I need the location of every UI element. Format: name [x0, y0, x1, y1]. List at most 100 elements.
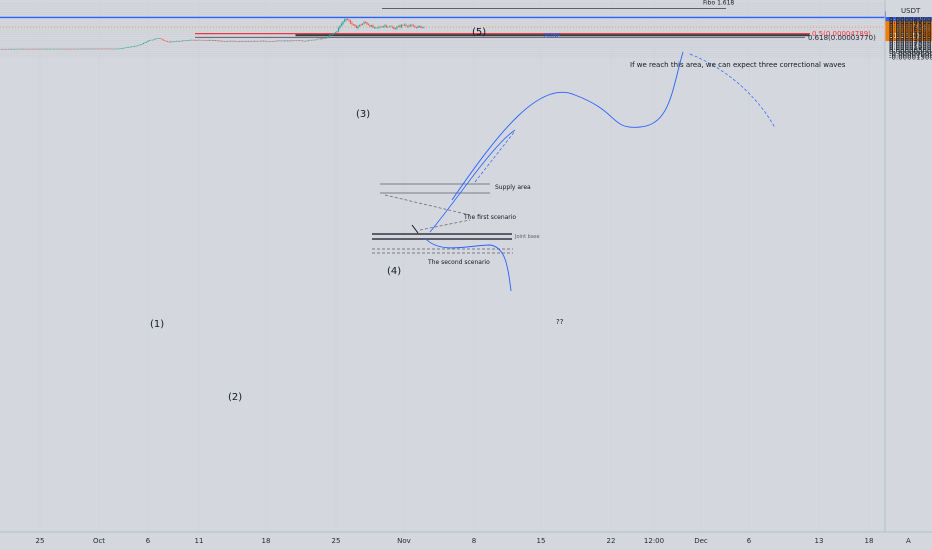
candle-body — [193, 39, 196, 41]
candle-body — [64, 48, 67, 50]
x-tick-label: 12:00 — [644, 537, 664, 545]
candle-body — [219, 40, 221, 42]
candle-body — [406, 25, 409, 27]
candle-body — [391, 27, 394, 28]
candle-body — [267, 41, 269, 42]
candle-body — [114, 48, 116, 50]
candle-body — [7, 48, 10, 50]
candle-body — [322, 37, 325, 39]
y-tick-label: 0.00001000 — [889, 44, 931, 52]
candle-body — [156, 38, 158, 40]
candle-body — [42, 48, 44, 50]
candle-body — [153, 39, 155, 40]
candle-body — [216, 40, 218, 42]
candle-body — [63, 48, 65, 50]
candle-body — [37, 48, 40, 50]
resistance-price-label: 0.00009120 — [889, 14, 931, 22]
demand-zone[interactable] — [295, 34, 810, 37]
candle-body — [192, 39, 194, 41]
candle-body — [340, 23, 343, 26]
candle-body — [126, 47, 128, 48]
candle-body — [154, 38, 157, 40]
candle-body — [270, 41, 272, 42]
second-scenario-label: The second scenario — [427, 259, 490, 266]
breakout-arrow[interactable] — [411, 224, 419, 234]
candle-body — [376, 27, 379, 29]
y-tick-label: 0.00004000 — [889, 33, 931, 41]
candle-body — [343, 19, 346, 22]
triangle-upper[interactable] — [384, 194, 471, 216]
candle-body — [19, 48, 22, 50]
candle-body — [76, 48, 79, 50]
candle-body — [39, 48, 41, 50]
candle-body — [93, 48, 95, 50]
candle-body — [349, 20, 352, 24]
second-scenario-path[interactable] — [424, 237, 512, 292]
candle-body — [381, 27, 383, 28]
y-tick-label: 0.00005000 — [889, 29, 931, 37]
candle-body — [3, 48, 5, 50]
candle-body — [150, 39, 152, 41]
y-tick-label: 0.00006000 — [889, 26, 931, 34]
candle-body — [75, 48, 77, 50]
candle-body — [70, 48, 73, 50]
candle-body — [358, 24, 361, 27]
candle-body — [339, 25, 341, 28]
y-tick-label: 0.00001500 — [889, 42, 931, 50]
candle-body — [210, 40, 212, 41]
auto-scale-button[interactable]: A — [906, 537, 911, 545]
supply-area-label: Supply area — [495, 184, 531, 191]
candle-body — [36, 48, 38, 50]
triangle-lower[interactable] — [419, 219, 471, 231]
y-tick-label: 0.00009000 — [889, 14, 931, 22]
x-tick-label: 25 — [36, 537, 45, 545]
y-tick-label: 0.00003500 — [889, 35, 931, 43]
candle-body — [204, 40, 206, 41]
candle-body — [379, 26, 382, 28]
candle-body — [304, 40, 307, 42]
x-tick-label: 8 — [472, 537, 476, 545]
candle-body — [403, 24, 406, 26]
candle-body — [124, 47, 127, 49]
bar-countdown: 01:24:11 — [889, 32, 920, 40]
candle-body — [234, 40, 236, 42]
first-scenario-alt[interactable] — [474, 130, 516, 183]
candle-body — [310, 39, 313, 41]
candle-body — [81, 48, 83, 50]
candle-body — [22, 48, 25, 50]
candle-body — [235, 41, 238, 43]
candle-body — [195, 40, 197, 41]
candle-body — [79, 48, 82, 50]
candle-body — [31, 48, 34, 50]
candle-body — [315, 39, 317, 41]
first-scenario-label: The first scenario — [463, 214, 516, 221]
candle-body — [166, 41, 169, 43]
correction-projection[interactable] — [689, 53, 776, 129]
candle-body — [130, 46, 133, 48]
candle-body — [307, 40, 310, 41]
candle-body — [357, 26, 359, 29]
candle-body — [316, 38, 319, 40]
candle-body — [229, 40, 232, 42]
y-tick-label: 0.00004500 — [889, 31, 931, 39]
candle-body — [318, 38, 320, 40]
candle-body — [232, 40, 235, 42]
candle-body — [291, 40, 293, 42]
candle-body — [180, 41, 182, 42]
first-scenario-path[interactable] — [429, 129, 516, 233]
candle-body — [25, 48, 28, 50]
candle-body — [246, 40, 248, 42]
annotations-layer: (1) (2) (3) (4) (5) Supply area The first scen… — [150, 27, 846, 403]
candle-body — [34, 48, 37, 50]
wave-5-projection[interactable] — [451, 51, 684, 201]
question-label: ?? — [556, 318, 564, 326]
candle-body — [226, 41, 229, 42]
time-axis[interactable]: 25 Oct 6 11 18 25 Nov 8 15 22 12:00 Dec 6 13 18 — [36, 537, 874, 545]
candle-body — [175, 40, 178, 42]
candle-body — [16, 48, 19, 50]
candle-body — [144, 42, 146, 43]
candle-body — [348, 19, 350, 21]
candle-body — [214, 40, 217, 41]
